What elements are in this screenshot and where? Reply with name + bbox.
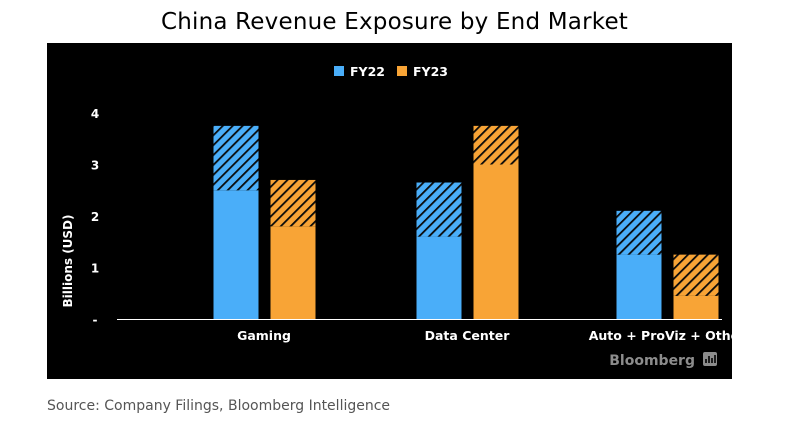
bar-fy23-auto-proviz-other-hatched: [673, 254, 719, 296]
bar-chart: - 1 2 3 4 Billions (USD) Gaming Data Center Auto…: [61, 64, 732, 369]
bar-fy23-data-center-hatched: [473, 125, 519, 165]
y-tick-label: 1: [91, 262, 99, 276]
bar-fy22-gaming-hatched: [213, 125, 259, 191]
axis-layer: - 1 2 3 4 Billions (USD) Gaming Data Center Auto…: [61, 107, 732, 343]
brand-logo-mark: [705, 355, 716, 363]
bar-fy22-data-center-hatched: [416, 182, 462, 237]
source-note: Source: Company Filings, Bloomberg Intel…: [47, 398, 391, 414]
y-axis-label: Billions (USD): [61, 214, 75, 307]
bar-fy22-auto-proviz-other-hatched: [616, 210, 662, 255]
bars-layer: [213, 125, 719, 319]
legend: FY22 FY23: [334, 64, 448, 79]
x-tick-label: Auto + ProViz + Other: [589, 328, 732, 343]
brand-watermark: Bloomberg: [609, 352, 717, 369]
bar-fy22-gaming-solid: [213, 190, 259, 319]
chart-panel: - 1 2 3 4 Billions (USD) Gaming Data Center Auto…: [47, 43, 732, 379]
x-tick-label: Data Center: [425, 328, 511, 343]
legend-label-fy23: FY23: [413, 64, 448, 79]
bar-fy23-gaming-solid: [270, 226, 316, 319]
y-tick-label: 3: [91, 159, 99, 173]
bar-fy23-auto-proviz-other-solid: [673, 295, 719, 319]
y-tick-label: -: [93, 313, 98, 327]
bar-fy22-auto-proviz-other-solid: [616, 254, 662, 319]
bar-fy23-data-center-solid: [473, 164, 519, 319]
y-tick-label: 2: [91, 210, 99, 224]
bar-fy22-data-center-solid: [416, 236, 462, 319]
y-tick-label: 4: [91, 107, 99, 121]
legend-swatch-fy23: [397, 66, 407, 76]
legend-swatch-fy22: [334, 66, 344, 76]
x-tick-label: Gaming: [237, 328, 291, 343]
legend-label-fy22: FY22: [350, 64, 385, 79]
brand-text: Bloomberg: [609, 353, 695, 369]
chart-title: China Revenue Exposure by End Market: [160, 9, 629, 35]
bar-fy23-gaming-hatched: [270, 179, 316, 227]
